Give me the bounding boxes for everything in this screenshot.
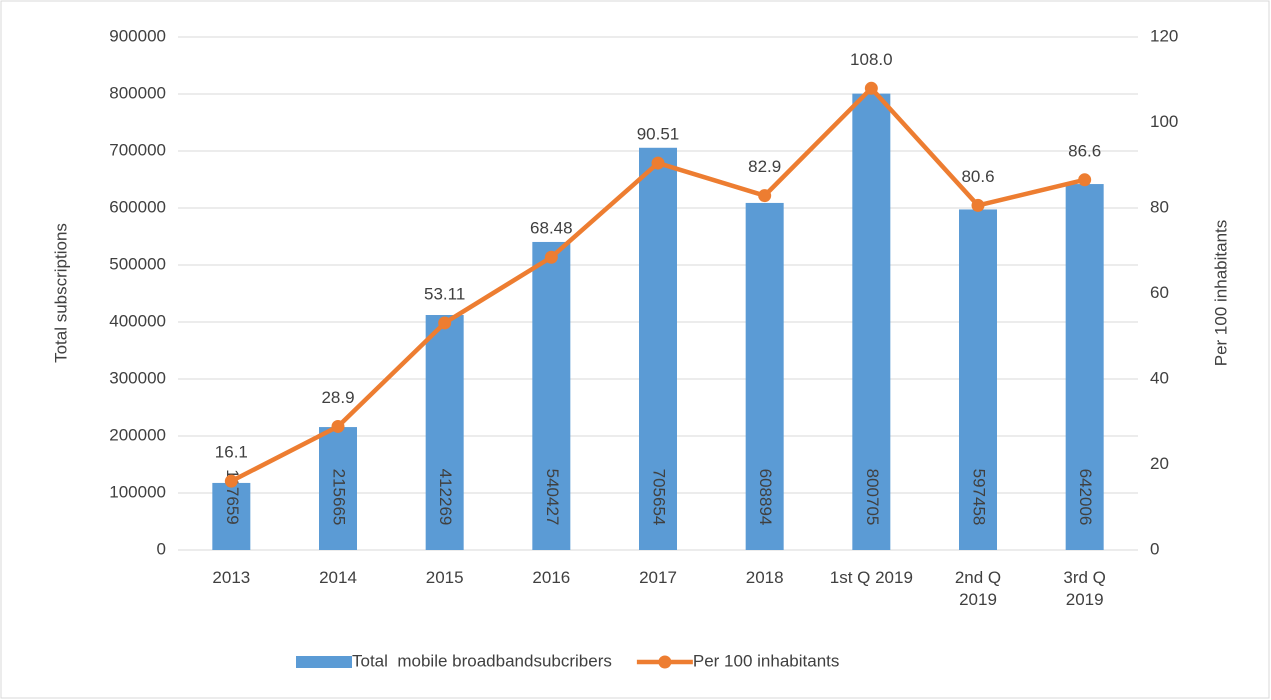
x-tick-label: 2018 [745, 568, 784, 587]
line-marker [331, 419, 345, 433]
y2-tick-label: 0 [1150, 539, 1159, 558]
y2-tick-label: 100 [1150, 112, 1178, 131]
x-tick-label: 2015 [425, 568, 464, 587]
x-tick-label: 3rd Q 2019 [1063, 568, 1106, 609]
line-marker [1078, 173, 1092, 187]
y2-tick-label: 40 [1150, 368, 1169, 387]
bar-value-label: 705654 [650, 469, 669, 526]
y-tick-label: 300000 [109, 368, 166, 387]
y-axis-title: Total subscriptions [51, 223, 70, 363]
line-marker [438, 316, 452, 330]
x-tick-label: 2017 [639, 568, 677, 587]
legend-marker [658, 655, 672, 669]
bar [959, 209, 997, 550]
y-tick-label: 500000 [109, 254, 166, 273]
y-tick-label: 100000 [109, 482, 166, 501]
line-value-label: 90.51 [637, 125, 680, 144]
x-tick-label: 2016 [532, 568, 571, 587]
x-tick-label: 2013 [212, 568, 251, 587]
y-tick-label: 0 [157, 539, 166, 558]
y-tick-label: 800000 [109, 83, 166, 102]
legend-label: Per 100 inhabitants [693, 651, 840, 670]
y-tick-label: 200000 [109, 425, 166, 444]
y-tick-label: 900000 [109, 26, 166, 45]
bar-value-label: 597458 [970, 469, 989, 526]
x-tick-label: 2nd Q 2019 [954, 568, 1002, 609]
bar-value-label: 800705 [863, 469, 882, 526]
y2-tick-label: 80 [1150, 197, 1169, 216]
bar [745, 202, 784, 550]
line-value-label: 53.11 [424, 284, 465, 303]
bar-value-label: 215665 [330, 469, 349, 526]
bar [319, 427, 357, 550]
line-value-label: 80.6 [961, 167, 994, 186]
y2-axis-title: Per 100 inhabitants [1211, 220, 1230, 367]
legend-swatch [296, 656, 352, 668]
y2-tick-label: 120 [1150, 26, 1178, 45]
bar [1065, 184, 1104, 550]
bar [532, 241, 571, 550]
line-marker [224, 474, 238, 488]
y-tick-label: 400000 [109, 311, 166, 330]
bar [212, 482, 251, 550]
bar [425, 315, 464, 550]
line-marker [758, 189, 772, 203]
x-tick-label: 1st Q 2019 [829, 568, 913, 587]
line-value-label: 86.6 [1068, 141, 1101, 160]
bar-value-label: 540427 [543, 469, 562, 526]
y-tick-label: 600000 [109, 197, 166, 216]
y2-tick-label: 60 [1150, 283, 1169, 302]
bar-value-label: 412269 [436, 469, 455, 526]
line-value-label: 108.0 [850, 50, 893, 69]
line-marker [544, 250, 558, 264]
x-tick-label: 2014 [319, 568, 357, 587]
legend-label: Total mobile broadbandsubcribers [352, 651, 612, 670]
line-marker [651, 156, 665, 170]
line-value-label: 82.9 [748, 157, 781, 176]
line-value-label: 16.1 [215, 443, 248, 462]
line-marker [864, 81, 878, 95]
bar-value-label: 642006 [1076, 469, 1095, 526]
bar [852, 93, 891, 551]
y-tick-label: 700000 [109, 140, 166, 159]
y2-tick-label: 20 [1150, 454, 1169, 473]
line-value-label: 28.9 [321, 388, 354, 407]
bar-value-label: 608894 [756, 469, 775, 526]
bar [639, 147, 677, 550]
line-value-label: 68.48 [530, 219, 573, 238]
line-marker [971, 198, 985, 212]
